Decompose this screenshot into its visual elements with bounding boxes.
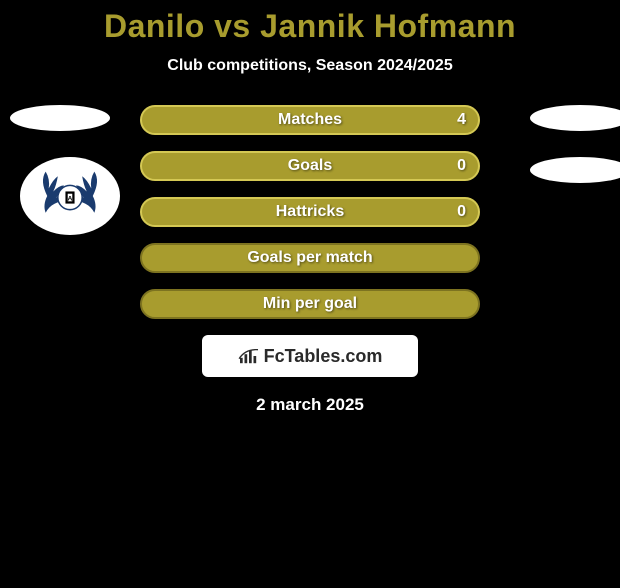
date-text: 2 march 2025 <box>0 395 620 415</box>
stat-value: 4 <box>457 111 466 129</box>
stat-label: Min per goal <box>263 295 357 313</box>
player-right-ellipse-1 <box>530 105 620 131</box>
page-title: Danilo vs Jannik Hofmann <box>0 8 620 45</box>
player-left-ellipse-1 <box>10 105 110 131</box>
stat-label: Goals <box>288 157 332 175</box>
site-logo-text: FcTables.com <box>264 346 383 367</box>
stat-value: 0 <box>457 157 466 175</box>
site-logo: FcTables.com <box>238 346 383 367</box>
bar-chart-icon <box>238 347 260 365</box>
stat-row-goals-per-match: Goals per match <box>140 243 480 273</box>
stat-row-min-per-goal: Min per goal <box>140 289 480 319</box>
svg-text:A: A <box>68 196 73 203</box>
player-right-ellipse-2 <box>530 157 620 183</box>
stat-row-goals: Goals 0 <box>140 151 480 181</box>
subtitle: Club competitions, Season 2024/2025 <box>0 57 620 75</box>
laurel-badge-icon: A <box>32 165 108 227</box>
comparison-content: A Matches 4 Goals 0 Hattricks 0 Goals pe… <box>0 105 620 415</box>
stats-bars: Matches 4 Goals 0 Hattricks 0 Goals per … <box>140 105 480 319</box>
site-logo-box: FcTables.com <box>202 335 418 377</box>
stat-value: 0 <box>457 203 466 221</box>
stat-label: Hattricks <box>276 203 344 221</box>
stat-row-hattricks: Hattricks 0 <box>140 197 480 227</box>
club-badge-left: A <box>20 157 120 235</box>
stat-label: Goals per match <box>247 249 372 267</box>
stat-row-matches: Matches 4 <box>140 105 480 135</box>
stat-label: Matches <box>278 111 342 129</box>
